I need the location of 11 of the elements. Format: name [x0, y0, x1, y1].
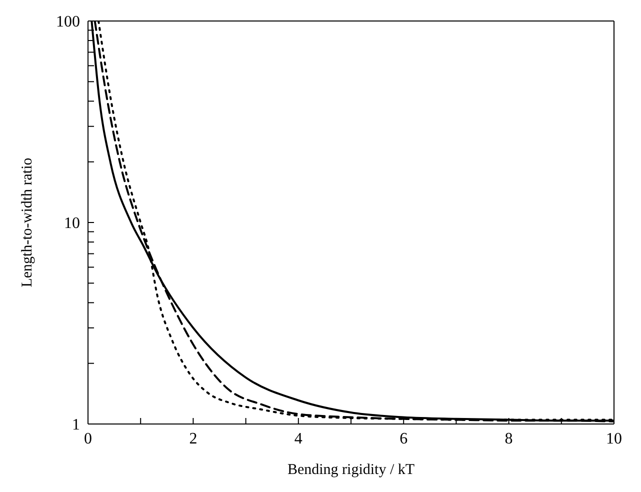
x-tick-label: 6: [400, 430, 408, 448]
y-tick-label: 100: [56, 14, 80, 31]
x-tick-label: 10: [606, 430, 622, 448]
x-tick-label: 8: [504, 430, 513, 448]
x-tick-label: 0: [84, 430, 92, 448]
x-tick-label: 4: [294, 430, 302, 448]
y-tick-label: 10: [64, 215, 80, 232]
y-tick-label: 1: [72, 416, 80, 434]
x-tick-label: 2: [189, 430, 198, 448]
y-axis-title: Length-to-width ratio: [19, 158, 36, 288]
x-axis-title: Bending rigidity / kT: [287, 462, 415, 478]
